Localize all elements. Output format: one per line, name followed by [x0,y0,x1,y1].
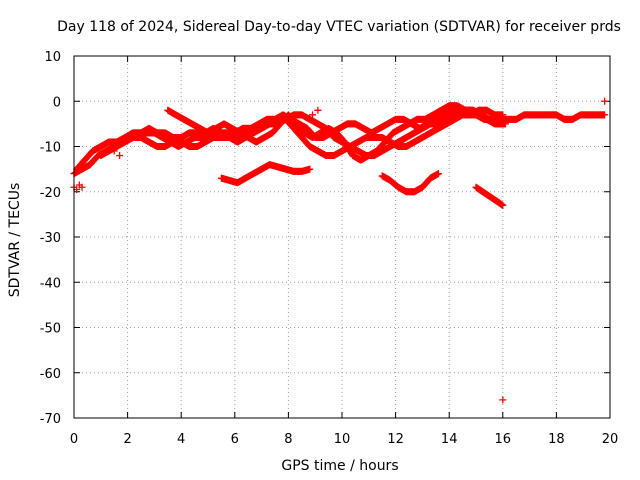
data-point [499,396,507,404]
y-tick-label: -70 [40,412,61,427]
x-tick-label: 8 [284,432,292,447]
y-tick-label: -10 [40,141,61,156]
data-point [601,111,609,119]
data-point [501,120,509,128]
y-tick-label: -50 [40,322,61,337]
x-tick-label: 6 [231,432,239,447]
x-tick-label: 18 [548,432,565,447]
y-tick-label: -60 [40,367,61,382]
grid-lines [73,55,611,419]
data-point [601,97,609,105]
data-point [306,165,314,173]
axis-ticks: 0 2 4 6 8 10 12 14 16 18 20 10 0 -10 -20 -30 -40 -50 -60 -7… [40,50,619,447]
data-point [309,111,317,119]
y-tick-label: -20 [40,186,61,201]
data-point [499,111,507,119]
y-tick-label: -30 [40,231,61,246]
x-tick-label: 10 [334,432,351,447]
data-point [110,147,118,155]
y-tick-label: 0 [53,95,61,110]
x-tick-label: 2 [123,432,131,447]
data-point [116,152,124,160]
plot-frame [73,55,611,419]
data-point [434,170,442,178]
series-trace-f [378,170,442,196]
chart-title: Day 118 of 2024, Sidereal Day-to-day VTE… [57,19,621,35]
y-tick-label: 10 [44,50,61,65]
x-tick-label: 16 [495,432,512,447]
data-point [314,106,322,114]
x-tick-label: 14 [441,432,458,447]
x-tick-label: 4 [177,432,185,447]
series-trace-c [97,106,507,160]
y-tick-label: -40 [40,276,61,291]
series-trace-g [472,183,507,209]
data-point [78,183,86,191]
series-trace-d [164,102,509,164]
x-tick-label: 0 [70,432,78,447]
x-tick-label: 20 [602,432,619,447]
x-tick-label: 12 [387,432,404,447]
x-axis-label: GPS time / hours [281,458,398,474]
series-trace-e [217,161,314,187]
data-point [499,201,507,209]
data-points [70,97,609,404]
y-axis-label: SDTVAR / TECUs [7,183,23,298]
